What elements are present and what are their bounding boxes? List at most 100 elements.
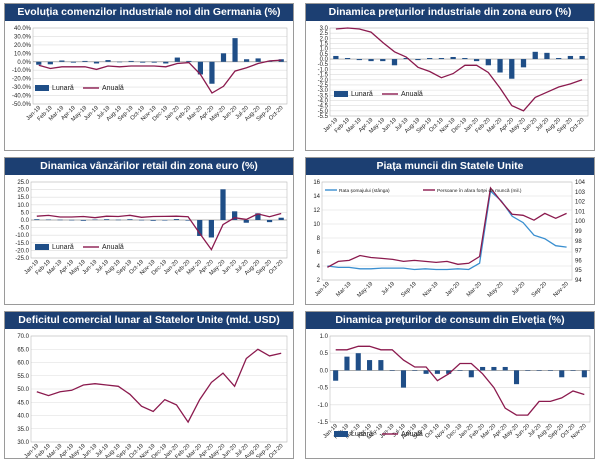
y-tick-label: 5.0 (21, 210, 30, 216)
bar (502, 366, 508, 371)
y-tick-label: 0.0 (320, 368, 329, 374)
y-tick-label: -5.0 (19, 226, 30, 232)
y-tick-label: -2.0 (318, 78, 329, 84)
y-tick-label: 25.0 (17, 180, 29, 186)
bar (138, 219, 145, 221)
y-tick-label: 30.0 (17, 440, 29, 446)
panel-euro-retail-sales: Dinamica vânzărilor retail din zona euro… (4, 157, 294, 305)
bar (93, 61, 100, 64)
bar (344, 58, 351, 60)
series-line-left (327, 189, 567, 271)
plot-frame (32, 27, 288, 105)
y-tick-label: 0.0% (17, 60, 31, 66)
bar (412, 370, 418, 371)
y-tick-label: -5.0 (318, 109, 329, 115)
bar (69, 219, 75, 221)
y-tick-label: 30.0% (14, 34, 32, 40)
y-tick-label: -30.0% (12, 85, 32, 91)
legend-label-bars: Lunară (52, 85, 74, 92)
bar (423, 370, 429, 374)
y-right-tick-label: 95 (575, 268, 582, 274)
chart-euro-industrial-prices: 3.02.52.01.51.00.50.0-0.5-1.0-1.5-2.0-2.… (318, 26, 589, 135)
bar (243, 220, 249, 223)
y-tick-label: 0.5 (320, 351, 329, 357)
y-tick-label: -40.0% (12, 94, 32, 100)
bar (415, 59, 421, 61)
bar (92, 219, 98, 221)
bar (266, 220, 273, 223)
y-tick-label: 0.0 (21, 218, 30, 224)
bar (232, 211, 238, 220)
y-tick-label: 0.5 (320, 52, 329, 58)
y-tick-label: 55.0 (17, 374, 29, 380)
bar (197, 220, 203, 236)
chart-swiss-consumer-prices: 1.00.50.0-0.5-1.0-1.5Jan-19Feb-19Mar-19A… (318, 334, 591, 441)
y-right-tick-label: 104 (575, 180, 586, 186)
bar (485, 59, 491, 66)
y-tick-label: 35.0 (17, 427, 29, 433)
y-tick-label: 1.5 (320, 42, 329, 48)
series-line-main (36, 212, 282, 251)
bar (446, 370, 452, 374)
bar (82, 60, 88, 62)
bar (556, 58, 562, 60)
bar (368, 59, 374, 62)
chart-us-labor-market: 16 14 12 10 8 6 4 2 104 103 102 101 100 99 98 97 96 95 94 J… (313, 180, 586, 299)
y-tick-label: 1.0 (320, 47, 329, 53)
y-right-tick-label: 96 (575, 258, 582, 264)
x-tick-label: May-20 (487, 281, 505, 299)
y-tick-label: -20.0% (12, 77, 32, 83)
chart-title: Deficitul comercial lunar al Statelor Un… (5, 312, 293, 329)
y-tick-label: -1.0 (318, 403, 329, 409)
chart-euro-retail-sales: 25.0 20.015.0 10.05.0 0.0 -5.0-10.0 -15.0-20.… (15, 180, 288, 277)
x-tick-label: Jul-20 (511, 281, 526, 296)
y-right-tick-label: 103 (575, 190, 586, 196)
bar (209, 61, 215, 84)
y-right-tick-label: 100 (575, 219, 586, 225)
bar (150, 220, 156, 221)
y-tick-label: 10.0 (17, 203, 29, 209)
bar (579, 55, 585, 60)
bar (378, 360, 384, 371)
x-tick-label: May-19 (356, 281, 374, 299)
y-tick-label: 40.0% (14, 26, 32, 32)
bar (47, 61, 53, 65)
x-tick-label: Sep-20 (531, 281, 548, 298)
y-tick-label: 3.0 (320, 26, 329, 32)
bar (186, 60, 192, 62)
y-tick-label: 2.5 (320, 31, 329, 37)
legend-swatch-bars (334, 91, 348, 97)
bar (544, 52, 550, 60)
y-tick-label: 12 (313, 208, 320, 214)
bar (105, 60, 111, 62)
bar (115, 219, 121, 221)
series-line-right (327, 186, 567, 268)
series-line-main (335, 27, 583, 112)
y-tick-label: -1.0 (318, 67, 329, 73)
y-tick-label: 2 (317, 278, 321, 284)
legend-label-line: Anuală (401, 91, 423, 98)
y-tick-label: 4 (317, 264, 321, 270)
panel-euro-industrial-prices: Dinamica prețurilor industriale din zona… (305, 3, 595, 151)
plot-frame (329, 27, 589, 117)
bar (355, 353, 361, 371)
bar (400, 370, 407, 388)
y-right-tick-label: 97 (575, 249, 582, 255)
legend-swatch-bars (334, 431, 348, 437)
chart-us-trade-deficit: 70.065.060.055.050.045.040.035.030.0Jan-… (17, 334, 288, 458)
bar (567, 55, 574, 60)
panel-swiss-consumer-prices: Dinamica prețurilor de consum din Elveți… (305, 311, 595, 459)
bar (127, 219, 133, 220)
bar (278, 217, 284, 220)
y-tick-label: 70.0 (17, 334, 29, 340)
y-tick-label: 50.0 (17, 387, 29, 393)
chart-title: Dinamica vânzărilor retail din zona euro… (5, 158, 293, 175)
y-tick-label: 20.0% (14, 43, 32, 49)
y-tick-label: -50.0% (12, 102, 32, 108)
legend-swatch-bars (35, 85, 49, 91)
legend-label-bars: Lunară (351, 431, 373, 438)
y-tick-label: 45.0 (17, 400, 29, 406)
bar (57, 219, 63, 221)
bar (438, 58, 445, 60)
series-line-main (335, 345, 585, 416)
